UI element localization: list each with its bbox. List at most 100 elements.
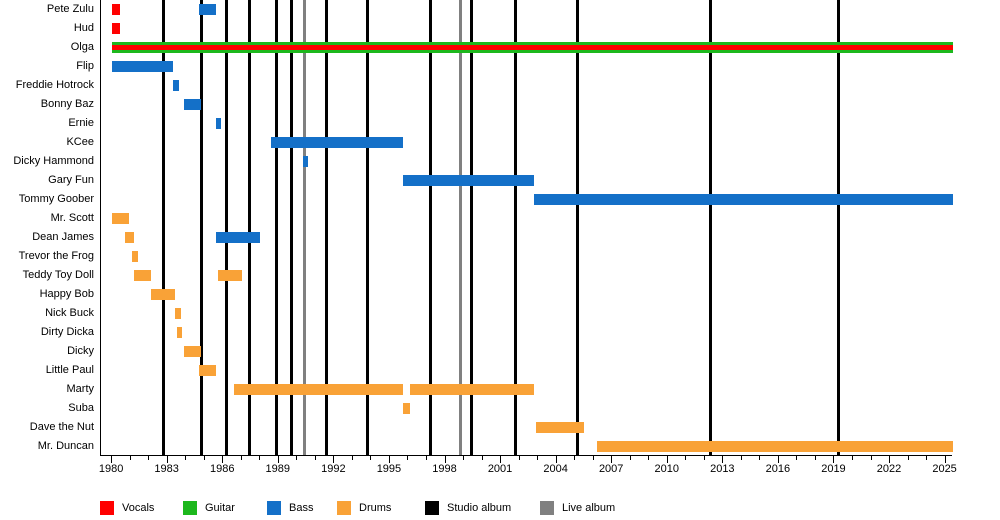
row-label-dean-james: Dean James: [32, 230, 94, 243]
x-axis-tick: [629, 456, 631, 460]
studio-album-line: [225, 0, 229, 455]
x-axis-tick: [851, 456, 853, 460]
plot-area: [100, 0, 953, 456]
timeline-bar-bass: [173, 80, 179, 91]
x-axis-tick: [333, 456, 335, 463]
live-album-line: [458, 0, 462, 455]
x-axis: 1980 1983 1986 1989 1992 1995 1998 2001 2004 2007…: [99, 456, 957, 486]
x-axis-tick: [129, 456, 131, 460]
studio-album-line: [575, 0, 579, 455]
legend-swatch-icon: [183, 500, 197, 515]
legend-swatch-icon: [425, 500, 439, 515]
studio-album-line: [366, 0, 370, 455]
x-axis-tick-label: 1998: [432, 463, 457, 475]
row-label-dicky: Dicky: [67, 344, 94, 357]
row-label-suba: Suba: [68, 401, 94, 414]
timeline-bar-drums: [132, 251, 139, 262]
timeline-bar-bass: [302, 156, 309, 167]
x-axis-tick: [740, 456, 742, 460]
x-axis-tick: [259, 456, 261, 460]
x-axis-tick: [148, 456, 150, 460]
x-axis-tick: [814, 456, 816, 460]
row-label-dicky-hammond: Dicky Hammond: [13, 154, 94, 167]
studio-album-line: [325, 0, 329, 455]
timeline-bar-drums: [151, 289, 176, 300]
x-axis-tick: [537, 456, 539, 460]
timeline-bar-drums: [402, 403, 411, 414]
x-axis-tick-label: 1980: [98, 463, 124, 475]
timeline-bar-vocals: [112, 45, 953, 50]
row-label-tommy-goober: Tommy Goober: [18, 192, 94, 205]
x-axis-tick-label: 1989: [265, 463, 291, 475]
legend-swatch-icon: [540, 500, 554, 515]
x-axis-tick: [703, 456, 705, 460]
x-axis-tick-label: 1992: [321, 463, 346, 475]
legend-item-vocals: Vocals: [100, 500, 155, 515]
x-axis-tick-label: 2007: [598, 463, 624, 475]
x-axis-tick: [592, 456, 594, 460]
x-axis-tick: [648, 456, 650, 460]
x-axis-tick: [666, 456, 668, 463]
row-label-little-paul: Little Paul: [45, 363, 94, 376]
timeline-bar-drums: [199, 365, 216, 376]
row-label-flip: Flip: [76, 59, 94, 72]
studio-album-line: [429, 0, 433, 455]
x-axis-tick: [222, 456, 224, 463]
x-axis-tick: [277, 456, 279, 463]
x-axis-tick: [574, 456, 576, 460]
x-axis-tick-label: 2004: [543, 463, 568, 475]
row-label-freddie-hotrock: Freddie Hotrock: [15, 78, 94, 91]
row-label-pete-zulu: Pete Zulu: [46, 2, 94, 15]
legend-label: Studio album: [447, 501, 512, 514]
x-axis-tick: [314, 456, 316, 460]
legend-label: Bass: [289, 501, 314, 514]
x-axis-tick-label: 2025: [932, 463, 957, 475]
legend-item-live-album: Live album: [540, 500, 616, 515]
x-axis-tick: [889, 456, 891, 463]
x-axis-tick: [518, 456, 520, 460]
timeline-bar-drums: [112, 213, 129, 224]
row-label-trevor-the-frog: Trevor the Frog: [18, 249, 94, 262]
x-axis-tick-label: 2013: [710, 463, 735, 475]
legend-swatch-icon: [337, 500, 351, 515]
row-label-mr-scott: Mr. Scott: [50, 211, 94, 224]
timeline-bar-drums: [134, 270, 151, 281]
x-axis-tick: [759, 456, 761, 460]
timeline-bar-drums: [184, 346, 201, 357]
x-axis-tick: [185, 456, 187, 460]
x-axis-tick: [833, 456, 835, 463]
legend-label: Vocals: [122, 501, 155, 514]
x-axis-tick-label: 2001: [487, 463, 513, 475]
x-axis-tick: [870, 456, 872, 460]
timeline-bar-bass: [271, 137, 403, 148]
x-axis-tick: [555, 456, 557, 463]
x-axis-tick: [111, 456, 113, 463]
timeline-bar-bass: [534, 194, 953, 205]
legend-label: Live album: [562, 501, 616, 514]
x-axis-tick: [685, 456, 687, 460]
studio-album-line: [275, 0, 279, 455]
timeline-bar-bass: [215, 232, 261, 243]
x-axis-tick: [444, 456, 446, 463]
x-axis-tick: [370, 456, 372, 460]
x-axis-tick: [907, 456, 909, 460]
x-axis-tick: [796, 456, 798, 460]
studio-album-line: [199, 0, 203, 455]
x-axis-tick: [351, 456, 353, 460]
timeline-bar-bass: [402, 175, 535, 186]
x-axis-tick: [425, 456, 427, 460]
x-axis-tick-label: 1983: [154, 463, 179, 475]
category-axis-labels: Pete Zulu Hud Olga Flip Freddie Hotrock Bonny…: [0, 0, 100, 456]
x-axis-tick: [611, 456, 613, 463]
studio-album-line: [836, 0, 840, 455]
x-axis-tick: [944, 456, 946, 463]
timeline-bar-vocals: [112, 4, 120, 15]
x-axis-tick: [240, 456, 242, 460]
x-axis-tick: [481, 456, 483, 460]
studio-album-line: [708, 0, 712, 455]
timeline-bar-bass: [215, 118, 222, 129]
x-axis-tick: [166, 456, 168, 463]
row-label-bonny-baz: Bonny Baz: [40, 97, 94, 110]
x-axis-tick: [463, 456, 465, 460]
